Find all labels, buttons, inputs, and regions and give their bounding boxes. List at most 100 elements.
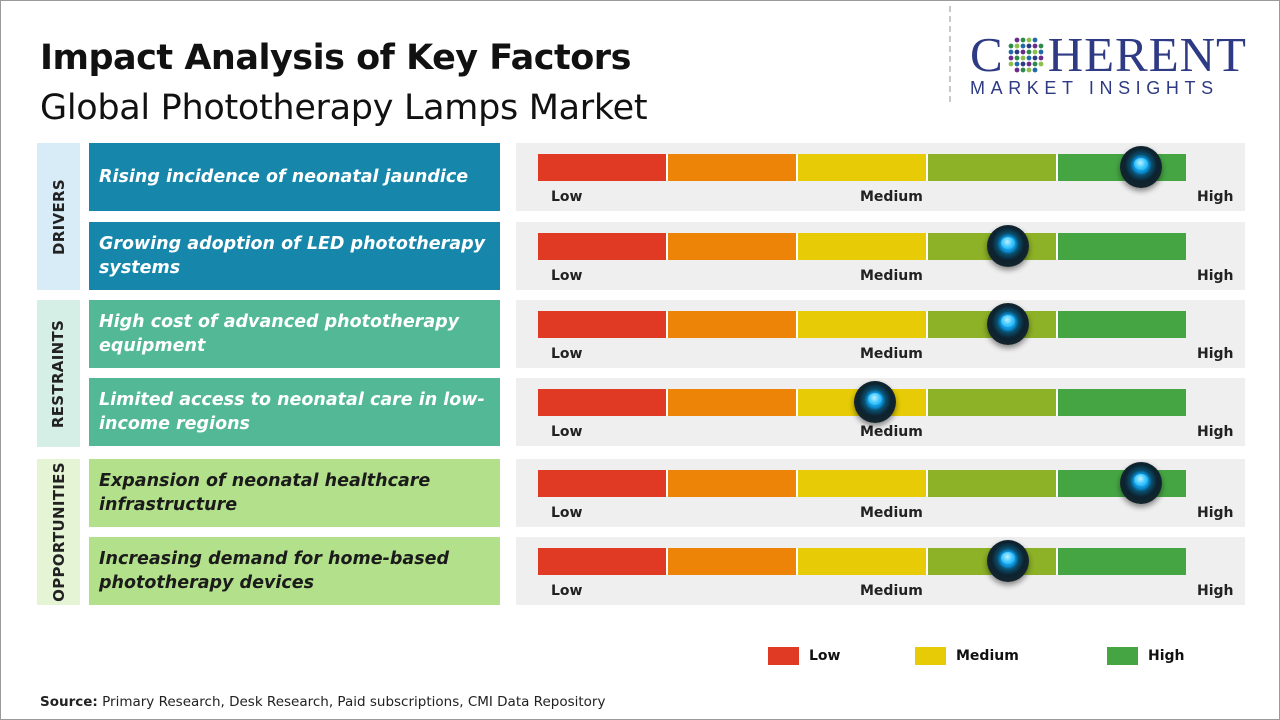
legend-swatch-medium (915, 647, 946, 665)
scale-segment-2 (666, 233, 796, 260)
scale-segment-5 (1056, 311, 1186, 338)
category-label: OPPORTUNITIES (49, 462, 68, 602)
logo-dot (1038, 61, 1044, 67)
legend-item-medium: Medium (915, 647, 1019, 665)
category-label: DRIVERS (49, 178, 68, 255)
logo-letter-c: C (970, 27, 1004, 82)
impact-meter: Low Medium High (516, 143, 1245, 211)
logo-dot (1032, 61, 1038, 67)
factor-label: Rising incidence of neonatal jaundice (89, 143, 500, 211)
impact-scale-bar (538, 154, 1186, 181)
logo-dot (1014, 55, 1020, 61)
category-label: RESTRAINTS (49, 319, 68, 428)
logo-dot (1026, 67, 1032, 73)
logo-dot (1008, 55, 1014, 61)
scale-segment-1 (538, 233, 666, 260)
scale-label-high: High (1197, 424, 1234, 440)
chart-subtitle: Global Phototherapy Lamps Market (40, 88, 648, 128)
impact-scale-bar (538, 548, 1186, 575)
scale-label-high: High (1197, 346, 1234, 362)
source-note: Source: Primary Research, Desk Research,… (40, 694, 605, 710)
logo-dot (1026, 43, 1032, 49)
factor-label: Growing adoption of LED phototherapy sys… (89, 222, 500, 290)
logo-dot (1020, 37, 1026, 43)
legend-label: High (1148, 648, 1185, 664)
legend-label: Low (809, 648, 841, 664)
logo-dot (1026, 55, 1032, 61)
scale-segment-5 (1056, 548, 1186, 575)
factor-label: High cost of advanced phototherapy equip… (89, 300, 500, 368)
impact-meter: Low Medium High (516, 300, 1245, 368)
logo-letters-rest: HERENT (1047, 27, 1247, 82)
scale-label-low: Low (551, 346, 583, 362)
logo-dot (1026, 61, 1032, 67)
logo-dot (1032, 55, 1038, 61)
logo-dot (1032, 43, 1038, 49)
logo-dot (1026, 49, 1032, 55)
scale-segment-3 (796, 154, 926, 181)
logo-dot (1020, 55, 1026, 61)
legend-swatch-low (768, 647, 799, 665)
category-restraints: RESTRAINTS (37, 300, 80, 447)
logo-dot (1008, 43, 1014, 49)
logo-dot (1038, 43, 1044, 49)
scale-segment-1 (538, 154, 666, 181)
source-text: Primary Research, Desk Research, Paid su… (97, 694, 606, 710)
scale-segment-5 (1056, 233, 1186, 260)
impact-scale-bar (538, 311, 1186, 338)
scale-segment-3 (796, 311, 926, 338)
scale-label-medium: Medium (860, 189, 923, 205)
scale-segment-1 (538, 389, 666, 416)
impact-meter: Low Medium High (516, 378, 1245, 446)
impact-meter: Low Medium High (516, 222, 1245, 290)
scale-segment-2 (666, 470, 796, 497)
scale-label-low: Low (551, 583, 583, 599)
scale-segment-2 (666, 311, 796, 338)
logo-dot (1020, 61, 1026, 67)
logo-dot (1014, 67, 1020, 73)
scale-segment-3 (796, 233, 926, 260)
legend-swatch-high (1107, 647, 1138, 665)
scale-segment-2 (666, 548, 796, 575)
scale-label-medium: Medium (860, 268, 923, 284)
scale-segment-1 (538, 470, 666, 497)
logo-dot (1020, 43, 1026, 49)
scale-label-medium: Medium (860, 583, 923, 599)
logo-dot (1008, 61, 1014, 67)
legend-label: Medium (956, 648, 1019, 664)
scale-segment-4 (926, 470, 1056, 497)
scale-segment-4 (926, 389, 1056, 416)
logo-dot (1032, 37, 1038, 43)
logo-dot (1008, 49, 1014, 55)
factor-label: Expansion of neonatal healthcare infrast… (89, 459, 500, 527)
company-logo: C HERENT MARKET INSIGHTS (970, 30, 1262, 99)
scale-label-medium: Medium (860, 346, 923, 362)
impact-marker (986, 303, 1029, 345)
scale-segment-3 (796, 548, 926, 575)
scale-label-high: High (1197, 505, 1234, 521)
factor-label: Limited access to neonatal care in low-i… (89, 378, 500, 446)
impact-marker (1119, 462, 1162, 504)
scale-label-medium: Medium (860, 505, 923, 521)
scale-segment-1 (538, 311, 666, 338)
scale-segment-4 (926, 154, 1056, 181)
scale-segment-5 (1056, 389, 1186, 416)
logo-tagline: MARKET INSIGHTS (970, 78, 1219, 98)
logo-dot (1014, 49, 1020, 55)
scale-label-high: High (1197, 268, 1234, 284)
logo-dot-o-icon (1008, 37, 1044, 73)
impact-meter: Low Medium High (516, 459, 1245, 527)
logo-dot (1038, 49, 1044, 55)
factor-label: Increasing demand for home-based phototh… (89, 537, 500, 605)
source-label: Source: (40, 694, 98, 710)
impact-scale-bar (538, 233, 1186, 260)
scale-segment-1 (538, 548, 666, 575)
impact-marker (1119, 146, 1162, 188)
logo-dot (1038, 55, 1044, 61)
impact-scale-bar (538, 470, 1186, 497)
category-drivers: DRIVERS (37, 143, 80, 290)
legend-item-low: Low (768, 647, 840, 665)
scale-segment-2 (666, 389, 796, 416)
scale-label-high: High (1197, 583, 1234, 599)
scale-label-high: High (1197, 189, 1234, 205)
